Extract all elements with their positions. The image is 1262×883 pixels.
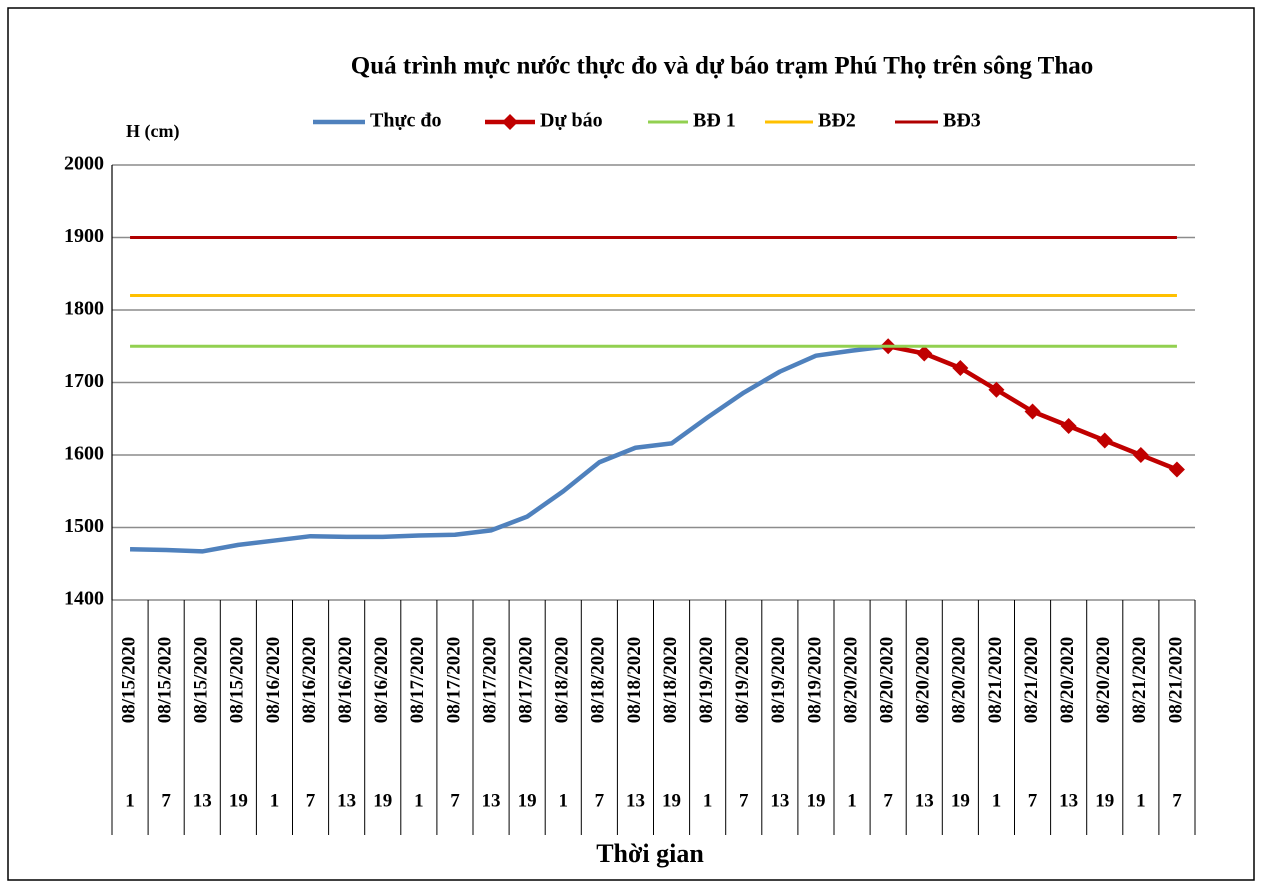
x-tick-label: 08/17/2020 xyxy=(479,637,500,724)
x-sub-tick-label: 1 xyxy=(847,790,857,811)
legend-label: BĐ3 xyxy=(943,110,981,132)
y-tick-label: 1400 xyxy=(64,588,104,610)
x-sub-tick-label: 7 xyxy=(306,790,316,811)
point-marker xyxy=(1024,403,1041,420)
x-tick-label: 08/19/2020 xyxy=(804,637,825,724)
x-sub-tick-label: 19 xyxy=(806,790,825,811)
x-sub-tick-label: 7 xyxy=(595,790,605,811)
legend-label: Dự báo xyxy=(540,110,603,132)
chart-frame xyxy=(7,7,1255,881)
x-sub-tick-label: 19 xyxy=(373,790,392,811)
y-axis-label: H (cm) xyxy=(126,121,179,142)
y-tick-label: 1800 xyxy=(64,298,104,320)
x-sub-tick-label: 1 xyxy=(414,790,424,811)
y-tick-label: 2000 xyxy=(64,153,104,175)
x-sub-tick-label: 13 xyxy=(915,790,934,811)
x-tick-label: 08/15/2020 xyxy=(227,637,248,724)
x-sub-tick-label: 19 xyxy=(662,790,681,811)
x-tick-label: 08/18/2020 xyxy=(588,637,609,724)
x-sub-tick-label: 7 xyxy=(1028,790,1038,811)
x-sub-tick-label: 13 xyxy=(193,790,212,811)
x-tick-label: 08/18/2020 xyxy=(624,637,645,724)
x-sub-tick-label: 1 xyxy=(559,790,569,811)
point-marker xyxy=(1096,432,1113,449)
x-sub-tick-label: 13 xyxy=(770,790,789,811)
x-sub-tick-label: 13 xyxy=(626,790,645,811)
x-tick-label: 08/17/2020 xyxy=(443,637,464,724)
x-sub-tick-label: 19 xyxy=(229,790,248,811)
x-tick-label: 08/20/2020 xyxy=(913,637,934,724)
x-axis-label: Thời gian xyxy=(596,839,704,868)
x-tick-label: 08/19/2020 xyxy=(696,637,717,724)
x-tick-label: 08/21/2020 xyxy=(1165,637,1186,724)
x-tick-label: 08/20/2020 xyxy=(877,637,898,724)
point-marker xyxy=(1168,461,1185,478)
x-sub-tick-label: 1 xyxy=(1136,790,1146,811)
x-tick-label: 08/16/2020 xyxy=(335,637,356,724)
x-tick-label: 08/20/2020 xyxy=(949,637,970,724)
x-tick-label: 08/16/2020 xyxy=(263,637,284,724)
x-sub-tick-label: 7 xyxy=(161,790,171,811)
x-tick-label: 08/16/2020 xyxy=(299,637,320,724)
x-tick-label: 08/15/2020 xyxy=(155,637,176,724)
x-tick-label: 08/15/2020 xyxy=(191,637,212,724)
x-sub-tick-label: 13 xyxy=(337,790,356,811)
x-sub-tick-label: 7 xyxy=(739,790,749,811)
x-sub-tick-label: 7 xyxy=(883,790,893,811)
x-sub-tick-label: 13 xyxy=(482,790,501,811)
x-sub-tick-label: 19 xyxy=(518,790,537,811)
x-tick-label: 08/19/2020 xyxy=(732,637,753,724)
y-tick-label: 1500 xyxy=(64,515,104,537)
x-sub-tick-label: 1 xyxy=(270,790,280,811)
x-sub-tick-label: 13 xyxy=(1059,790,1078,811)
point-marker xyxy=(952,360,969,376)
x-sub-tick-label: 1 xyxy=(992,790,1002,811)
series-line xyxy=(130,344,889,554)
y-tick-label: 1600 xyxy=(64,443,104,465)
y-tick-label: 1900 xyxy=(64,225,104,247)
legend-label: Thực đo xyxy=(370,110,441,132)
legend-label: BĐ2 xyxy=(818,110,856,132)
point-marker xyxy=(988,381,1005,398)
x-sub-tick-label: 1 xyxy=(703,790,713,811)
x-sub-tick-label: 7 xyxy=(450,790,460,811)
y-tick-label: 1700 xyxy=(64,370,104,392)
chart-title: Quá trình mực nước thực đo và dự báo trạ… xyxy=(351,53,1093,80)
x-tick-label: 08/20/2020 xyxy=(840,637,861,724)
x-tick-label: 08/20/2020 xyxy=(1093,637,1114,724)
x-sub-tick-label: 7 xyxy=(1172,790,1182,811)
x-tick-label: 08/20/2020 xyxy=(1057,637,1078,724)
x-sub-tick-label: 1 xyxy=(125,790,135,811)
x-tick-label: 08/18/2020 xyxy=(552,637,573,724)
x-tick-label: 08/19/2020 xyxy=(768,637,789,724)
point-marker xyxy=(1132,447,1149,463)
x-tick-label: 08/16/2020 xyxy=(371,637,392,724)
x-tick-label: 08/15/2020 xyxy=(118,637,139,724)
point-marker xyxy=(916,345,933,362)
legend-label: BĐ 1 xyxy=(693,110,736,132)
x-tick-label: 08/17/2020 xyxy=(516,637,537,724)
x-sub-tick-label: 19 xyxy=(1095,790,1114,811)
x-tick-label: 08/21/2020 xyxy=(985,637,1006,724)
x-tick-label: 08/21/2020 xyxy=(1129,637,1150,724)
x-tick-label: 08/17/2020 xyxy=(407,637,428,724)
point-marker xyxy=(1060,418,1077,434)
x-tick-label: 08/21/2020 xyxy=(1021,637,1042,724)
legend-marker xyxy=(502,114,518,130)
x-sub-tick-label: 19 xyxy=(951,790,970,811)
x-tick-label: 08/18/2020 xyxy=(660,637,681,724)
